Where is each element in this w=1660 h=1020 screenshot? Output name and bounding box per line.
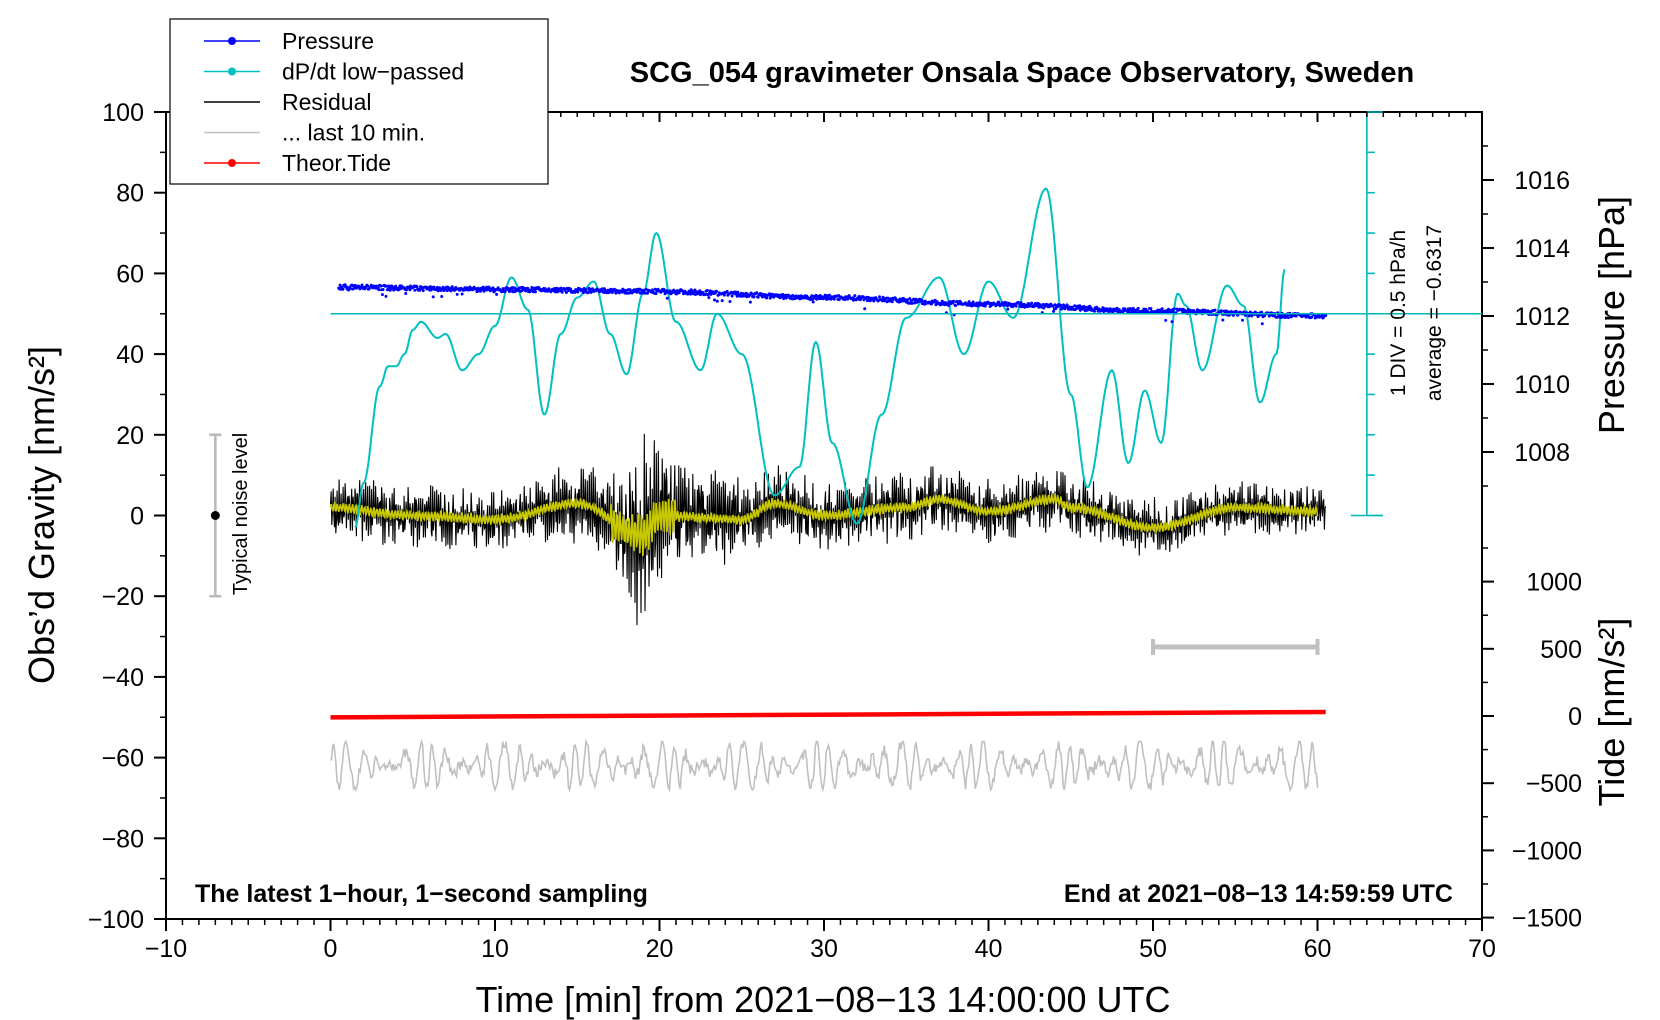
- y-tick-label: −60: [102, 745, 144, 773]
- legend-marker-4: [228, 159, 236, 167]
- dpdt-series: [354, 187, 1286, 529]
- noise-center-dot: [210, 511, 220, 520]
- x-tick-label: 50: [1139, 935, 1167, 963]
- scale-label: 1 DIV = 0.5 hPa/h: [1387, 230, 1410, 396]
- y-axis-label-pressure: Pressure [hPa]: [1591, 196, 1632, 434]
- pressure-tick-label: 1008: [1514, 439, 1570, 467]
- pressure-series: [337, 283, 1328, 326]
- x-tick-label: 10: [481, 935, 509, 963]
- x-tick-label: 70: [1468, 935, 1496, 963]
- x-tick-label: 0: [324, 935, 338, 963]
- x-axis-label: Time [min] from 2021−08−13 14:00:00 UTC: [475, 979, 1170, 1020]
- y-tick-label: 80: [116, 180, 144, 208]
- pressure-tick-label: 1014: [1514, 235, 1570, 263]
- y-tick-label: −20: [102, 583, 144, 611]
- residual-series: [329, 433, 1327, 626]
- residual-lowpass-series: [329, 492, 1319, 556]
- axes: −10 0 10 20 30 40 50 60 70100806040200−20−40−60−…: [88, 99, 1582, 963]
- legend-label-0: Pressure: [282, 28, 374, 54]
- y-tick-label: 100: [102, 99, 144, 127]
- x-tick-label: −10: [145, 935, 187, 963]
- tide-tick-label: −500: [1526, 770, 1582, 798]
- bottom-left-note: The latest 1−hour, 1−second sampling: [195, 880, 648, 908]
- y-tick-label: −40: [102, 664, 144, 692]
- x-tick-label: 30: [810, 935, 838, 963]
- tide-tick-label: −1500: [1512, 905, 1582, 933]
- legend-marker-1: [228, 67, 236, 76]
- y-tick-label: 0: [130, 503, 144, 531]
- series-layer: [329, 187, 1328, 793]
- y-axis-label-tide: Tide [nm/s²]: [1591, 618, 1632, 807]
- tide-tick-label: 500: [1540, 636, 1582, 664]
- legend: Pressure dP/dt low−passed Residual ... last…: [169, 18, 549, 185]
- bottom-right-note: End at 2021−08−13 14:59:59 UTC: [1064, 880, 1453, 908]
- tide-tick-label: 0: [1568, 703, 1582, 731]
- chart-title: SCG_054 gravimeter Onsala Space Observat…: [630, 57, 1414, 89]
- y-axis-label-gravity: Obs’d Gravity [nm/s²]: [21, 346, 62, 684]
- tide-tick-label: −1000: [1512, 837, 1582, 865]
- pressure-tick-label: 1012: [1514, 303, 1570, 331]
- average-label: average = −0.6317: [1423, 225, 1446, 401]
- x-tick-label: 60: [1304, 935, 1332, 963]
- pressure-tick-label: 1016: [1514, 167, 1570, 195]
- y-tick-label: −80: [102, 825, 144, 853]
- legend-label-1: dP/dt low−passed: [282, 59, 464, 85]
- pressure-rate-scale: [330, 111, 1482, 517]
- tide-tick-label: 1000: [1526, 569, 1582, 597]
- y-tick-label: 40: [116, 341, 144, 369]
- legend-label-3: ... last 10 min.: [282, 120, 425, 146]
- noise-label: Typical noise level: [230, 433, 252, 595]
- legend-marker-0: [228, 37, 236, 45]
- legend-label-4: Theor.Tide: [282, 150, 391, 176]
- x-tick-label: 40: [975, 935, 1003, 963]
- tide-series: [330, 709, 1326, 720]
- noise-indicator: [209, 433, 222, 598]
- last10-series: [329, 738, 1319, 793]
- y-tick-label: 20: [116, 422, 144, 450]
- pressure-tick-label: 1010: [1514, 371, 1570, 399]
- y-tick-label: 60: [116, 260, 144, 288]
- x-tick-label: 20: [646, 935, 674, 963]
- y-tick-label: −100: [88, 906, 144, 934]
- legend-label-2: Residual: [282, 89, 372, 115]
